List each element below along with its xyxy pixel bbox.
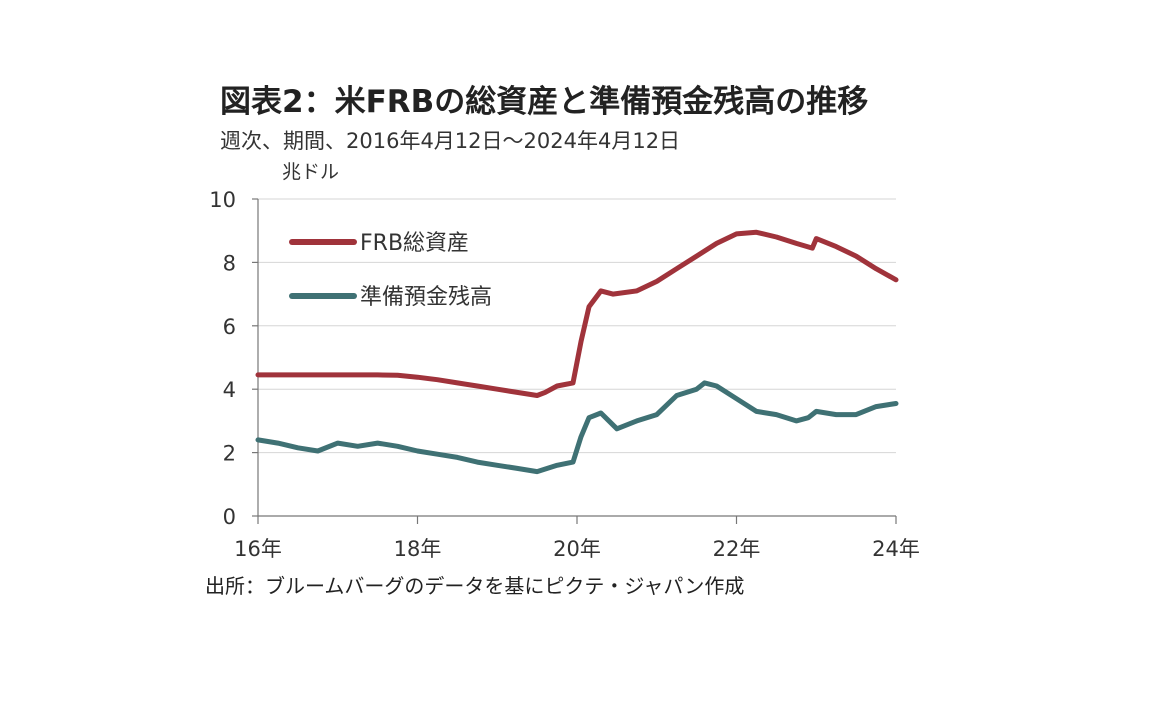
series-line-1	[255, 229, 899, 398]
chart-subtitle: 週次、期間、2016年4月12日～2024年4月12日	[220, 129, 681, 153]
legend-label-2: 準備預金残高	[360, 285, 492, 310]
grid-layer	[258, 198, 896, 454]
y-tick-label: 0	[223, 505, 236, 529]
series-line-2	[255, 380, 899, 475]
y-tick-label: 2	[223, 442, 236, 466]
chart-title: 図表2：米FRBの総資産と準備預金残高の推移	[220, 84, 869, 120]
axis-layer: 0 2 4 6 8 10 16年 18年 20年 22年 24年	[209, 188, 920, 561]
y-tick-label: 6	[223, 315, 236, 339]
y-tick-label: 4	[223, 378, 236, 402]
x-tick-label: 22年	[713, 537, 761, 561]
x-tick-label: 20年	[553, 537, 601, 561]
source-note: 出所：ブルームバーグのデータを基にピクテ・ジャパン作成	[205, 574, 745, 598]
y-axis-unit-label: 兆ドル	[282, 161, 339, 183]
x-tick-label: 16年	[234, 537, 282, 561]
y-tick-label: 8	[223, 251, 236, 275]
x-tick-label: 24年	[872, 537, 920, 561]
x-tick-label: 18年	[394, 537, 442, 561]
y-tick-label: 10	[209, 188, 236, 212]
legend-label-1: FRB総資産	[360, 231, 469, 256]
series-layer	[255, 229, 899, 475]
